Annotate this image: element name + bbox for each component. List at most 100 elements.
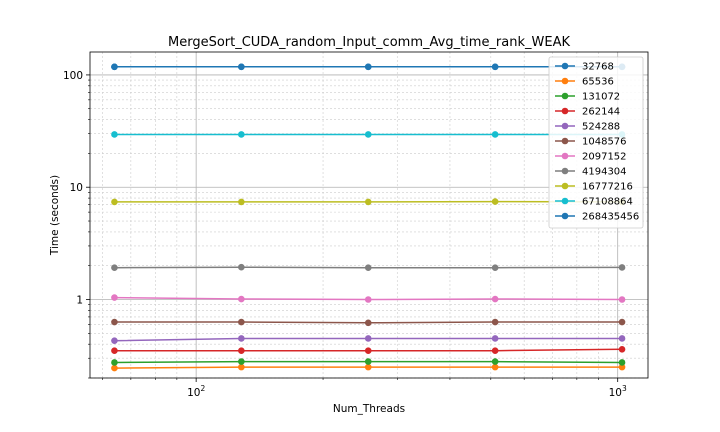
data-point — [364, 63, 372, 71]
data-point — [618, 363, 626, 371]
x-tick-label: 102 — [187, 384, 205, 399]
chart-title: MergeSort_CUDA_random_Input_comm_Avg_tim… — [168, 35, 570, 50]
legend-item-32768: 32768 — [555, 62, 614, 73]
data-point — [491, 335, 499, 342]
data-point — [111, 294, 118, 301]
data-point — [238, 363, 245, 371]
legend-swatch-marker — [561, 62, 569, 70]
series-268435456 — [111, 63, 626, 71]
legend-item-1048576: 1048576 — [555, 137, 627, 148]
data-point — [238, 358, 245, 365]
data-point — [238, 335, 245, 342]
series-4194304 — [111, 263, 626, 271]
legend-item-16777216: 16777216 — [555, 182, 633, 193]
legend-item-65536: 65536 — [555, 77, 614, 88]
legend-label: 131072 — [582, 92, 620, 103]
series-2097152 — [111, 294, 626, 303]
legend-item-268435456: 268435456 — [555, 212, 639, 223]
data-point — [364, 347, 372, 355]
data-point — [238, 198, 245, 206]
legend-label: 67108864 — [582, 197, 633, 208]
series-524288 — [111, 335, 626, 344]
data-point — [238, 263, 245, 271]
legend-swatch-marker — [561, 92, 569, 100]
data-point — [364, 296, 372, 303]
data-point — [238, 131, 245, 138]
data-point — [111, 63, 118, 71]
data-point — [111, 198, 118, 206]
legend-swatch-marker — [561, 212, 569, 220]
series-65536 — [111, 363, 626, 372]
data-point — [618, 318, 626, 326]
data-point — [111, 264, 118, 271]
data-point — [491, 295, 499, 303]
y-tick-label: 1 — [76, 295, 83, 307]
data-point — [111, 364, 118, 372]
legend-swatch-marker — [561, 152, 569, 160]
legend-item-67108864: 67108864 — [555, 197, 633, 208]
legend-swatch-marker — [561, 77, 569, 85]
data-point — [364, 358, 372, 365]
data-point — [238, 347, 245, 355]
legend-label: 32768 — [582, 62, 614, 73]
y-tick-label: 10 — [70, 182, 83, 194]
data-point — [111, 337, 118, 344]
legend-item-262144: 262144 — [555, 107, 620, 118]
legend-label: 262144 — [582, 107, 620, 118]
data-point — [111, 359, 118, 366]
legend-label: 4194304 — [582, 167, 627, 178]
legend-label: 1048576 — [582, 137, 627, 148]
legend-swatch-marker — [561, 197, 569, 205]
data-point — [618, 296, 626, 303]
plot-frame — [89, 51, 649, 379]
legend-label: 16777216 — [582, 182, 633, 193]
data-point — [238, 63, 245, 71]
series-layer — [111, 63, 626, 372]
data-point — [364, 335, 372, 342]
data-point — [491, 363, 499, 371]
data-point — [364, 198, 372, 206]
data-point — [491, 347, 499, 355]
legend-swatch-marker — [561, 182, 569, 190]
legend-item-524288: 524288 — [555, 122, 620, 133]
tick-layer: 102 103 1 10 100 — [63, 70, 627, 399]
series-131072 — [111, 358, 626, 366]
legend: 32768 65536 131072 262144 524288 1048576 20971… — [548, 56, 644, 229]
data-point — [618, 264, 626, 271]
legend-swatch-marker — [561, 122, 569, 130]
legend-label: 268435456 — [582, 212, 639, 223]
legend-label: 2097152 — [582, 152, 627, 163]
data-point — [238, 318, 245, 326]
data-point — [491, 131, 499, 138]
data-point — [491, 63, 499, 71]
series-262144 — [111, 346, 626, 355]
data-point — [238, 295, 245, 303]
data-point — [491, 264, 499, 271]
series-1048576 — [111, 318, 626, 327]
data-point — [111, 131, 118, 138]
data-point — [364, 131, 372, 138]
x-tick-label: 103 — [609, 384, 627, 399]
legend-label: 65536 — [582, 77, 614, 88]
data-point — [364, 319, 372, 327]
data-point — [111, 318, 118, 326]
data-point — [618, 359, 626, 366]
legend-item-4194304: 4194304 — [555, 167, 627, 178]
series-67108864 — [111, 131, 626, 138]
data-point — [618, 346, 626, 353]
y-tick-label: 100 — [63, 70, 83, 82]
legend-swatch-marker — [561, 137, 569, 145]
y-axis-label: Time (seconds) — [49, 175, 61, 256]
legend-swatch-marker — [561, 107, 569, 115]
data-point — [364, 264, 372, 271]
x-axis-label: Num_Threads — [333, 403, 405, 415]
data-point — [111, 347, 118, 355]
data-point — [491, 318, 499, 326]
legend-label: 524288 — [582, 122, 620, 133]
data-point — [491, 198, 499, 205]
series-16777216 — [111, 198, 626, 206]
legend-item-131072: 131072 — [555, 92, 620, 103]
legend-swatch-marker — [561, 167, 569, 175]
legend-item-2097152: 2097152 — [555, 152, 627, 163]
